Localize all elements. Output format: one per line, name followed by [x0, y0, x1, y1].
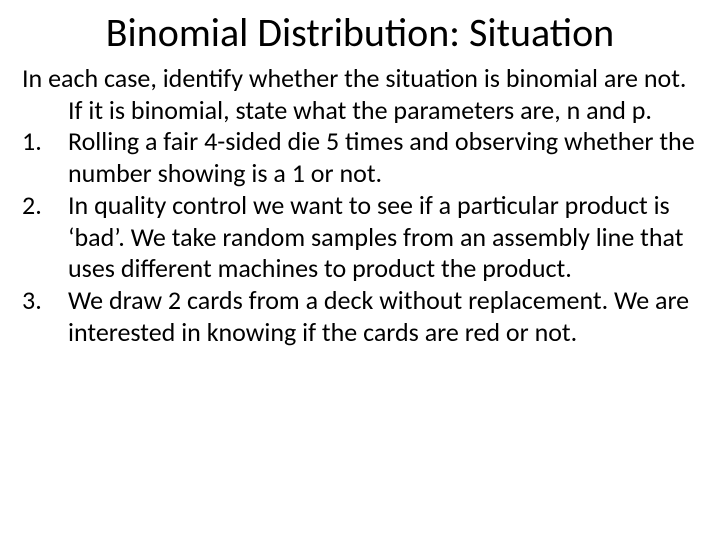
list-item: Rolling a fair 4-sided die 5 times and o… [22, 126, 698, 189]
intro-paragraph: In each case, identify whether the situa… [22, 63, 698, 126]
list-item: In quality control we want to see if a p… [22, 190, 698, 285]
slide-title: Binomial Distribution: Situation [22, 8, 698, 57]
list-item: We draw 2 cards from a deck without repl… [22, 285, 698, 348]
numbered-list: Rolling a fair 4-sided die 5 times and o… [22, 126, 698, 348]
slide: Binomial Distribution: Situation In each… [0, 0, 720, 540]
